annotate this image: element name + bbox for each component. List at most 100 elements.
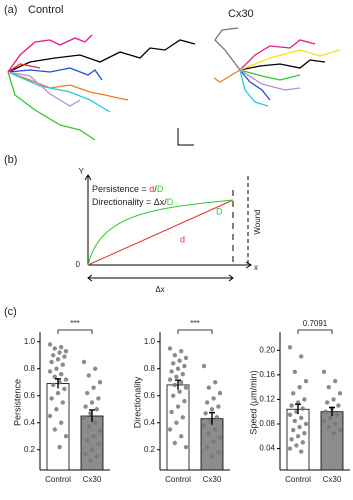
data-point <box>89 400 95 405</box>
data-point <box>177 358 182 363</box>
axis-label: Y <box>79 167 85 176</box>
data-point <box>86 373 92 378</box>
data-point <box>83 451 88 456</box>
data-point <box>209 454 215 459</box>
data-point <box>214 415 219 420</box>
error-bar <box>329 406 335 416</box>
data-point <box>172 382 177 388</box>
data-point <box>47 369 53 374</box>
data-point <box>291 427 296 433</box>
data-point <box>85 390 90 396</box>
data-point <box>54 366 59 371</box>
data-point <box>331 430 336 436</box>
significance-bracket <box>297 329 333 334</box>
data-point <box>167 377 173 382</box>
data-point <box>206 431 211 436</box>
significance-label: 0.7091 <box>303 319 328 328</box>
data-point <box>62 354 67 359</box>
data-point <box>81 359 87 365</box>
data-point <box>203 411 208 416</box>
data-point <box>63 377 69 382</box>
data-point <box>299 354 304 359</box>
panel-label: (b) <box>4 154 17 166</box>
data-point <box>179 434 184 439</box>
data-point <box>289 403 294 408</box>
data-point <box>96 396 101 401</box>
data-point <box>57 350 62 355</box>
error-bar <box>89 409 95 423</box>
scale-bar <box>177 128 194 146</box>
error-bar <box>295 403 301 415</box>
data-point <box>49 396 54 401</box>
data-point <box>57 444 62 450</box>
data-point <box>179 349 184 354</box>
y-tick-label: 0.2 <box>144 445 156 454</box>
data-point <box>331 397 336 402</box>
data-point <box>59 420 64 425</box>
significance-label: *** <box>70 319 79 328</box>
data-point <box>88 458 93 463</box>
y-tick-label: 1.0 <box>24 337 36 346</box>
data-point <box>59 371 64 377</box>
y-tick-label: 0.08 <box>259 419 275 428</box>
data-point <box>295 400 301 405</box>
bar <box>46 383 70 471</box>
data-point <box>183 385 189 390</box>
curve-label: D <box>216 206 223 216</box>
data-point <box>302 430 307 436</box>
data-point <box>337 391 343 396</box>
data-point <box>175 366 181 371</box>
y-tick-label: 0.2 <box>24 445 36 454</box>
data-point <box>334 412 339 417</box>
data-point <box>213 427 218 432</box>
data-point <box>287 446 293 451</box>
significance-bracket <box>57 329 93 334</box>
data-point <box>209 407 215 412</box>
panel-label: (c) <box>4 306 17 318</box>
y-tick-label: 0.20 <box>259 345 275 354</box>
data-point <box>86 424 92 429</box>
data-point <box>294 443 299 448</box>
data-point <box>93 420 98 425</box>
data-point <box>169 409 174 415</box>
diagram <box>84 174 252 282</box>
data-point <box>328 415 333 421</box>
data-point <box>52 427 57 432</box>
data-point <box>167 346 173 351</box>
y-tick-label: 0.16 <box>259 370 275 379</box>
data-point <box>51 382 56 388</box>
trajectories <box>7 27 341 141</box>
data-point <box>91 434 96 439</box>
formula: Persistence = d/D <box>92 184 164 194</box>
data-point <box>292 418 297 424</box>
data-point <box>289 437 294 442</box>
data-point <box>205 444 210 450</box>
data-point <box>216 450 221 455</box>
y-tick-label: 0.8 <box>24 364 36 373</box>
data-point <box>302 397 307 402</box>
y-axis-label: Directionality <box>132 376 142 428</box>
formula: Directionality = Δx/D <box>92 197 174 207</box>
data-point <box>54 407 59 412</box>
data-point <box>217 390 223 396</box>
data-point <box>81 415 87 420</box>
curved-path <box>87 199 234 266</box>
error-bar <box>209 411 215 425</box>
panel-title: Control <box>28 4 63 16</box>
data-point <box>201 423 207 428</box>
x-tick-label: Cx30 <box>83 475 102 484</box>
data-point <box>93 366 98 371</box>
data-point <box>201 363 207 369</box>
y-tick-label: 0.04 <box>259 444 275 453</box>
data-point <box>299 449 304 454</box>
y-tick-label: 0.4 <box>144 418 156 427</box>
data-point <box>174 374 179 380</box>
data-point <box>326 424 331 430</box>
data-point <box>94 407 100 412</box>
x-tick-label: Control <box>165 475 191 484</box>
data-point <box>171 361 176 366</box>
data-point <box>336 403 341 408</box>
y-tick-label: 1.0 <box>144 337 156 346</box>
y-tick-label: 0.6 <box>144 391 156 400</box>
